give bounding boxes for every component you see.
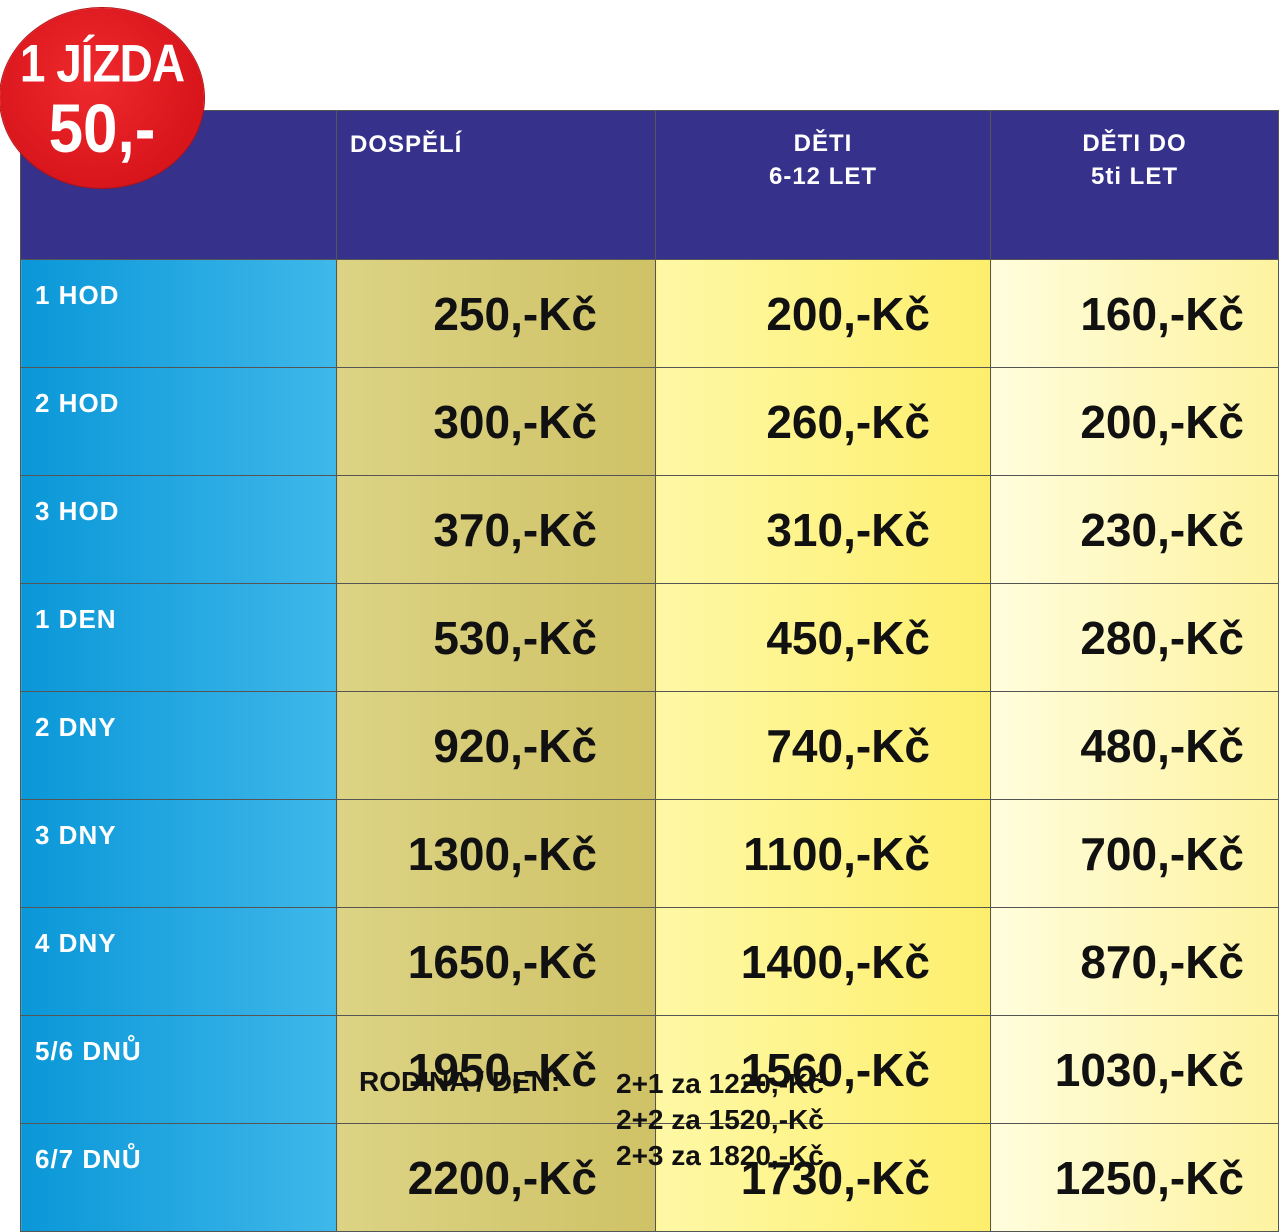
duration-label: 5/6 DNŮ (20, 1015, 337, 1124)
table-header-row: DOSPĚLÍ DĚTI 6-12 LET DĚTI DO 5ti LET (20, 110, 1279, 260)
price-kids: 200,-Kč (655, 259, 991, 368)
table-row: 3 DNY 1300,-Kč 1100,-Kč 700,-Kč (20, 799, 1279, 908)
header-kids-line1: DĚTI (793, 130, 853, 157)
duration-label: 2 HOD (20, 367, 337, 476)
table-row: 5/6 DNŮ 1950,-Kč 1560,-Kč 1030,-Kč (20, 1015, 1279, 1124)
price-small-kids: 1250,-Kč (990, 1123, 1279, 1232)
duration-label: 1 DEN (20, 583, 337, 692)
price-small-kids: 870,-Kč (990, 907, 1279, 1016)
price-small-kids: 200,-Kč (990, 367, 1279, 476)
price-adults: 250,-Kč (336, 259, 656, 368)
family-options: 2+1 za 1220,-Kč 2+2 za 1520,-Kč 2+3 za 1… (616, 1066, 824, 1174)
single-ride-badge: 1 JÍZDA 50,- (0, 8, 204, 188)
price-kids: 1400,-Kč (655, 907, 991, 1016)
table-row: 6/7 DNŮ 2200,-Kč 1730,-Kč 1250,-Kč (20, 1123, 1279, 1232)
price-small-kids: 700,-Kč (990, 799, 1279, 908)
header-small-line1: DĚTI DO (1082, 130, 1187, 157)
price-adults: 300,-Kč (336, 367, 656, 476)
price-small-kids: 230,-Kč (990, 475, 1279, 584)
family-option: 2+3 za 1820,-Kč (616, 1140, 824, 1171)
header-adults: DOSPĚLÍ (336, 110, 656, 260)
duration-label: 3 HOD (20, 475, 337, 584)
header-small-kids: DĚTI DO 5ti LET (990, 110, 1279, 260)
table-row: 4 DNY 1650,-Kč 1400,-Kč 870,-Kč (20, 907, 1279, 1016)
price-adults: 370,-Kč (336, 475, 656, 584)
duration-label: 1 HOD (20, 259, 337, 368)
price-small-kids: 280,-Kč (990, 583, 1279, 692)
table-row: 3 HOD 370,-Kč 310,-Kč 230,-Kč (20, 475, 1279, 584)
price-small-kids: 480,-Kč (990, 691, 1279, 800)
duration-label: 4 DNY (20, 907, 337, 1016)
price-kids: 1560,-Kč (655, 1015, 991, 1124)
price-adults: 920,-Kč (336, 691, 656, 800)
badge-title: 1 JÍZDA (19, 33, 185, 93)
price-kids: 260,-Kč (655, 367, 991, 476)
table-row: 1 DEN 530,-Kč 450,-Kč 280,-Kč (20, 583, 1279, 692)
price-adults: 530,-Kč (336, 583, 656, 692)
header-kids: DĚTI 6-12 LET (655, 110, 991, 260)
duration-label: 6/7 DNŮ (20, 1123, 337, 1232)
price-kids: 310,-Kč (655, 475, 991, 584)
price-small-kids: 1030,-Kč (990, 1015, 1279, 1124)
price-kids: 450,-Kč (655, 583, 991, 692)
price-adults: 2200,-Kč (336, 1123, 656, 1232)
table-row: 2 HOD 300,-Kč 260,-Kč 200,-Kč (20, 367, 1279, 476)
price-small-kids: 160,-Kč (990, 259, 1279, 368)
table-body: 1 HOD 250,-Kč 200,-Kč 160,-Kč 2 HOD 300,-Kč 26… (20, 259, 1279, 1232)
table-row: 2 DNY 920,-Kč 740,-Kč 480,-Kč (20, 691, 1279, 800)
price-adults: 1300,-Kč (336, 799, 656, 908)
price-kids: 740,-Kč (655, 691, 991, 800)
family-option: 2+2 za 1520,-Kč (616, 1104, 824, 1135)
header-kids-line2: 6-12 LET (768, 163, 878, 190)
family-label: RODINA / DEN: (359, 1066, 561, 1097)
price-kids: 1730,-Kč (655, 1123, 991, 1232)
price-kids: 1100,-Kč (655, 799, 991, 908)
duration-label: 2 DNY (20, 691, 337, 800)
table-row: 1 HOD 250,-Kč 200,-Kč 160,-Kč (20, 259, 1279, 368)
badge-price: 50,- (48, 91, 156, 168)
price-adults: 1650,-Kč (336, 907, 656, 1016)
header-small-line2: 5ti LET (1090, 163, 1178, 190)
duration-label: 3 DNY (20, 799, 337, 908)
price-adults: 1950,-Kč (336, 1015, 656, 1124)
price-table: DOSPĚLÍ DĚTI 6-12 LET DĚTI DO 5ti LET 1 … (20, 110, 1279, 1232)
family-option: 2+1 za 1220,-Kč (616, 1068, 824, 1099)
